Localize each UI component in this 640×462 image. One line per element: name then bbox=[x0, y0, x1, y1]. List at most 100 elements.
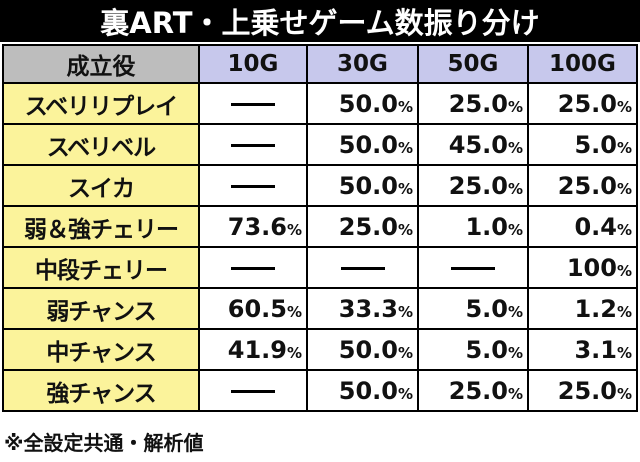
percent-unit: % bbox=[507, 384, 523, 403]
probability-cell: 50.0% bbox=[306, 82, 419, 125]
probability-value: 25.0 bbox=[448, 376, 508, 405]
probability-value: 33.3 bbox=[338, 294, 398, 323]
header-row: 成立役 10G 30G 50G 100G bbox=[2, 44, 638, 84]
probability-cell: 33.3% bbox=[306, 287, 419, 330]
percent-unit: % bbox=[616, 343, 632, 362]
percent-unit: % bbox=[616, 384, 632, 403]
probability-value: 1.2 bbox=[574, 294, 617, 323]
percent-unit: % bbox=[616, 179, 632, 198]
role-label: スイカ bbox=[2, 164, 200, 207]
table-row: 中チャンス 41.9% 50.0% 5.0% 3.1% bbox=[2, 328, 638, 371]
probability-value: 0.4 bbox=[574, 212, 617, 241]
probability-cell: 1.0% bbox=[417, 205, 529, 248]
probability-value: 50.0 bbox=[338, 130, 398, 159]
probability-value: 50.0 bbox=[338, 376, 398, 405]
probability-cell: 3.1% bbox=[527, 328, 638, 371]
table-body: スベリリプレイ 50.0% 25.0% 25.0% スベリベル 50.0% 45.0% 5.0… bbox=[2, 82, 638, 412]
role-label: 中チャンス bbox=[2, 328, 200, 371]
footnote: ※全設定共通・解析値 bbox=[4, 431, 204, 455]
probability-cell: 60.5% bbox=[198, 287, 308, 330]
probability-cell: 50.0% bbox=[306, 164, 419, 207]
probability-value: 5.0 bbox=[465, 294, 508, 323]
role-label: 弱＆強チェリー bbox=[2, 205, 200, 248]
percent-unit: % bbox=[616, 97, 632, 116]
dash-mark bbox=[231, 390, 275, 393]
probability-cell: 25.0% bbox=[527, 164, 638, 207]
empty-cell-dash bbox=[306, 246, 419, 289]
percent-unit: % bbox=[286, 343, 302, 362]
probability-value: 100 bbox=[566, 253, 617, 282]
probability-cell: 25.0% bbox=[417, 369, 529, 412]
percent-unit: % bbox=[507, 220, 523, 239]
table-row: スベリベル 50.0% 45.0% 5.0% bbox=[2, 123, 638, 166]
probability-cell: 50.0% bbox=[306, 123, 419, 166]
probability-cell: 5.0% bbox=[417, 287, 529, 330]
percent-unit: % bbox=[397, 343, 413, 362]
dash-mark bbox=[451, 267, 495, 270]
probability-value: 25.0 bbox=[338, 212, 398, 241]
dash-mark bbox=[231, 144, 275, 147]
distribution-table: 成立役 10G 30G 50G 100G スベリリプレイ 50.0% 25.0% 25… bbox=[2, 44, 638, 412]
probability-cell: 50.0% bbox=[306, 328, 419, 371]
empty-cell-dash bbox=[198, 123, 308, 166]
table-row: 弱＆強チェリー 73.6% 25.0% 1.0% 0.4% bbox=[2, 205, 638, 248]
column-header-role: 成立役 bbox=[2, 44, 200, 84]
percent-unit: % bbox=[286, 220, 302, 239]
probability-cell: 0.4% bbox=[527, 205, 638, 248]
percent-unit: % bbox=[397, 302, 413, 321]
probability-cell: 5.0% bbox=[417, 328, 529, 371]
probability-value: 60.5 bbox=[227, 294, 287, 323]
probability-value: 25.0 bbox=[448, 89, 508, 118]
probability-value: 25.0 bbox=[557, 89, 617, 118]
percent-unit: % bbox=[507, 179, 523, 198]
table-row: 強チャンス 50.0% 25.0% 25.0% bbox=[2, 369, 638, 412]
empty-cell-dash bbox=[198, 164, 308, 207]
percent-unit: % bbox=[507, 138, 523, 157]
column-header-10g: 10G bbox=[198, 44, 308, 84]
column-header-30g: 30G bbox=[306, 44, 419, 84]
percent-unit: % bbox=[397, 384, 413, 403]
probability-value: 73.6 bbox=[227, 212, 287, 241]
probability-cell: 50.0% bbox=[306, 369, 419, 412]
empty-cell-dash bbox=[417, 246, 529, 289]
table-row: スイカ 50.0% 25.0% 25.0% bbox=[2, 164, 638, 207]
table-row: スベリリプレイ 50.0% 25.0% 25.0% bbox=[2, 82, 638, 125]
probability-value: 50.0 bbox=[338, 89, 398, 118]
probability-value: 25.0 bbox=[557, 171, 617, 200]
dash-mark bbox=[231, 185, 275, 188]
probability-value: 3.1 bbox=[574, 335, 617, 364]
percent-unit: % bbox=[507, 302, 523, 321]
percent-unit: % bbox=[616, 261, 632, 280]
table-row: 中段チェリー 100% bbox=[2, 246, 638, 289]
dash-mark bbox=[231, 267, 275, 270]
probability-value: 41.9 bbox=[227, 335, 287, 364]
percent-unit: % bbox=[397, 97, 413, 116]
empty-cell-dash bbox=[198, 246, 308, 289]
percent-unit: % bbox=[616, 302, 632, 321]
table-row: 弱チャンス 60.5% 33.3% 5.0% 1.2% bbox=[2, 287, 638, 330]
empty-cell-dash bbox=[198, 82, 308, 125]
percent-unit: % bbox=[397, 138, 413, 157]
probability-cell: 25.0% bbox=[417, 82, 529, 125]
probability-value: 5.0 bbox=[574, 130, 617, 159]
probability-cell: 25.0% bbox=[417, 164, 529, 207]
probability-value: 5.0 bbox=[465, 335, 508, 364]
percent-unit: % bbox=[507, 97, 523, 116]
role-label: スベリベル bbox=[2, 123, 200, 166]
probability-value: 50.0 bbox=[338, 171, 398, 200]
probability-cell: 45.0% bbox=[417, 123, 529, 166]
probability-cell: 41.9% bbox=[198, 328, 308, 371]
percent-unit: % bbox=[507, 343, 523, 362]
probability-cell: 5.0% bbox=[527, 123, 638, 166]
probability-cell: 25.0% bbox=[527, 369, 638, 412]
role-label: 中段チェリー bbox=[2, 246, 200, 289]
empty-cell-dash bbox=[198, 369, 308, 412]
percent-unit: % bbox=[397, 220, 413, 239]
role-label: 弱チャンス bbox=[2, 287, 200, 330]
percent-unit: % bbox=[286, 302, 302, 321]
table-title: 裏ART・上乗せゲーム数振り分け bbox=[0, 0, 640, 42]
probability-value: 50.0 bbox=[338, 335, 398, 364]
dash-mark bbox=[231, 103, 275, 106]
percent-unit: % bbox=[397, 179, 413, 198]
column-header-100g: 100G bbox=[527, 44, 638, 84]
